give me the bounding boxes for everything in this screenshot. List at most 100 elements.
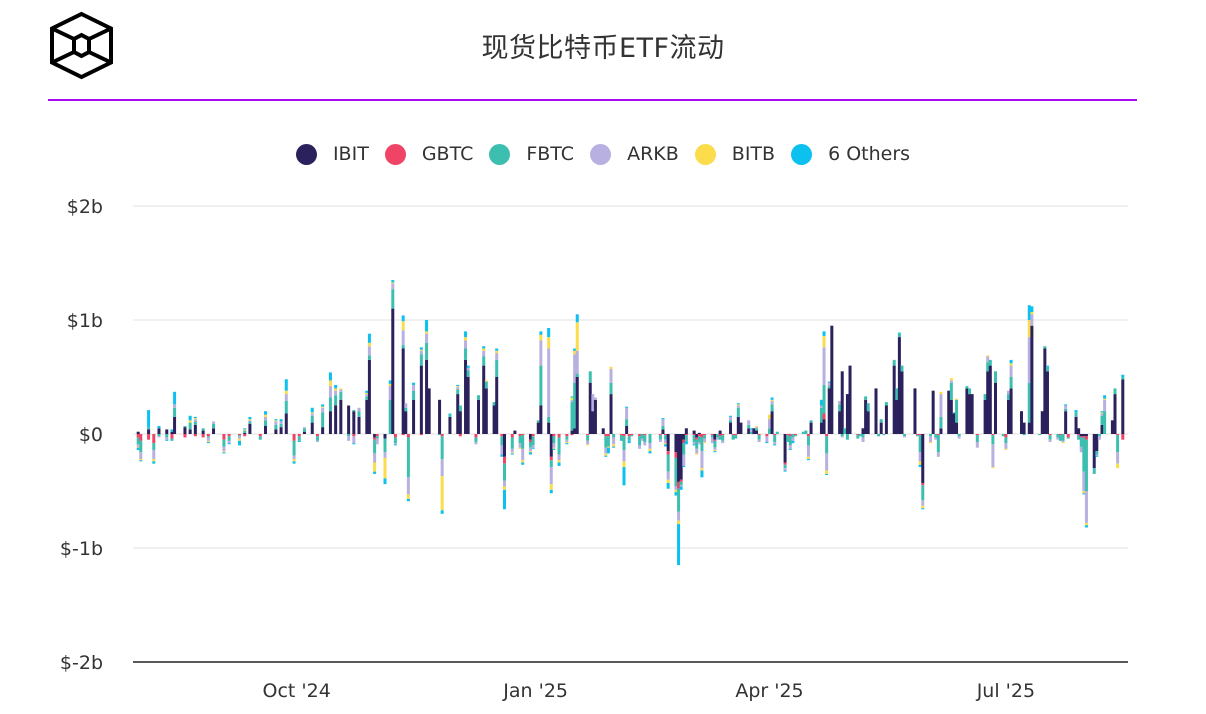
bar-segment-6-others-2024-10-11 — [321, 404, 325, 407]
bar-segment-gbtc-2024-09-11 — [243, 434, 247, 437]
bar-segment-6-others-2025-03-31 — [765, 441, 769, 444]
legend-item-6-others[interactable]: 6 Others — [791, 143, 910, 165]
bar-segment-gbtc-2025-02-18 — [658, 434, 662, 436]
bar-segment-gbtc-2025-06-26 — [991, 434, 995, 436]
bar-segment-6-others-2025-08-01 — [1084, 525, 1088, 528]
bar-segment-fbtc-2025-02-19 — [661, 426, 665, 430]
bar-segment-gbtc-2025-03-19 — [734, 434, 738, 436]
bar-segment-arkb-2025-02-25 — [677, 511, 681, 521]
bar-segment-6-others-2025-01-15 — [570, 396, 574, 398]
legend-item-arkb[interactable]: ARKB — [590, 143, 679, 165]
bar-segment-fbtc-2025-07-08 — [1022, 434, 1026, 436]
bar-segment-arkb-2025-04-09 — [788, 445, 792, 449]
bar-segment-fbtc-2024-12-16 — [492, 402, 496, 406]
bar-segment-fbtc-2025-06-23 — [983, 394, 987, 400]
bar-segment-arkb-2025-03-25 — [749, 429, 753, 432]
legend-label: FBTC — [526, 143, 575, 165]
bar-segment-bitb-2024-10-29 — [367, 342, 371, 347]
bar-segment-gbtc-2025-03-18 — [731, 434, 735, 436]
bar-segment-bitb-2024-08-02 — [139, 459, 143, 461]
bar-segment-gbtc-2025-01-28 — [604, 434, 608, 437]
bar-segment-fbtc-2025-07-30 — [1079, 437, 1083, 447]
bar-segment-gbtc-2025-01-29 — [606, 434, 610, 437]
bar-segment-fbtc-2025-07-25 — [1066, 437, 1070, 439]
bar-segment-ibit-2025-06-24 — [986, 371, 990, 434]
legend-item-gbtc[interactable]: GBTC — [384, 143, 473, 165]
bar-segment-ibit-2024-10-23 — [352, 411, 356, 434]
bar-segment-6-others-2024-11-04 — [383, 478, 387, 485]
bar-segment-fbtc-2025-06-17 — [968, 388, 972, 395]
bar-segment-gbtc-2025-05-05 — [856, 434, 860, 436]
bar-segment-gbtc-2025-01-21 — [586, 434, 590, 436]
bar-segment-fbtc-2025-04-22 — [822, 384, 826, 414]
bar-segment-gbtc-2025-02-10 — [638, 434, 642, 437]
bar-segment-fbtc-2025-02-27 — [682, 443, 686, 455]
bar-segment-6-others-2025-04-02 — [770, 397, 774, 400]
bar-segment-ibit-2025-08-07 — [1100, 424, 1104, 434]
bar-segment-6-others-2024-10-16 — [334, 384, 338, 389]
bar-segment-bitb-2024-10-28 — [365, 392, 369, 395]
legend-item-bitb[interactable]: BITB — [694, 143, 776, 165]
bar-segment-bitb-2024-10-07 — [310, 412, 314, 414]
bar-segment-bitb-2025-02-20 — [664, 443, 668, 445]
bar-segment-6-others-2024-09-11 — [243, 428, 247, 430]
bar-segment-fbtc-2024-11-08 — [393, 437, 397, 444]
bar-segment-6-others-2025-07-11 — [1030, 306, 1034, 313]
legend-label: BITB — [731, 143, 776, 165]
legend-swatch — [590, 143, 612, 165]
legend-item-fbtc[interactable]: FBTC — [489, 143, 574, 165]
y-tick-label: $1b — [67, 310, 103, 332]
bar-segment-fbtc-2025-04-17 — [809, 420, 813, 423]
bar-segment-6-others-2025-02-28 — [684, 440, 688, 445]
bar-segment-gbtc-2025-04-23 — [825, 434, 829, 437]
bar-segment-gbtc-2025-02-04 — [622, 434, 626, 437]
bar-segment-fbtc-2025-02-26 — [679, 481, 683, 486]
bar-segment-arkb-2025-06-04 — [934, 437, 938, 440]
bar-segment-gbtc-2025-03-11 — [713, 439, 717, 441]
bar-segment-6-others-2024-10-29 — [367, 333, 371, 343]
bar-segment-fbtc-2025-05-22 — [900, 365, 904, 372]
bar-segment-6-others-2025-04-03 — [773, 444, 777, 446]
bar-segment-ibit-2025-08-15 — [1121, 379, 1125, 434]
bar-segment-gbtc-2024-11-01 — [375, 434, 379, 437]
legend-swatch — [295, 143, 317, 165]
bar-segment-arkb-2024-10-04 — [302, 427, 306, 429]
bar-segment-ibit-2024-08-12 — [165, 429, 169, 434]
bar-segment-arkb-2024-09-25 — [279, 421, 283, 424]
bar-segment-6-others-2025-01-29 — [606, 447, 610, 454]
bar-segment-ibit-2025-01-17 — [575, 377, 579, 434]
bar-segment-gbtc-2025-07-01 — [1004, 434, 1008, 438]
bar-segment-arkb-2024-10-21 — [347, 436, 351, 441]
bar-segment-ibit-2025-03-04 — [695, 434, 699, 438]
bar-segment-fbtc-2024-08-21 — [188, 422, 192, 430]
bar-segment-ibit-2025-01-03 — [539, 405, 543, 434]
bar-segment-ibit-2025-05-12 — [874, 388, 878, 434]
bar-segment-arkb-2024-08-23 — [193, 419, 197, 422]
bar-segment-6-others-2024-09-05 — [227, 443, 231, 445]
bar-segment-arkb-2025-02-19 — [661, 419, 665, 427]
bar-segment-fbtc-2025-06-06 — [939, 416, 943, 429]
bar-segment-fbtc-2024-08-23 — [193, 421, 197, 425]
bar-segment-ibit-2025-02-25 — [677, 434, 681, 482]
bar-segment-ibit-2024-11-21 — [427, 388, 431, 434]
bar-segment-ibit-2025-06-18 — [970, 394, 974, 434]
legend-item-ibit[interactable]: IBIT — [295, 143, 369, 165]
bar-segment-bitb-2024-10-31 — [373, 462, 377, 472]
bar-segment-bitb-2024-12-17 — [495, 350, 499, 354]
bar-segment-ibit-2025-07-31 — [1082, 434, 1086, 437]
bar-segment-arkb-2025-07-24 — [1064, 405, 1068, 409]
bar-segment-fbtc-2025-06-11 — [952, 412, 956, 414]
bar-segment-arkb-2024-11-13 — [406, 477, 410, 495]
bar-segment-bitb-2024-11-26 — [440, 476, 444, 511]
bar-segment-ibit-2024-08-09 — [157, 428, 161, 434]
bar-segment-ibit-2025-02-27 — [682, 434, 686, 440]
bar-segment-6-others-2024-09-09 — [238, 440, 242, 446]
bar-segment-fbtc-2024-10-02 — [297, 436, 301, 441]
bar-segment-gbtc-2025-03-03 — [692, 434, 696, 436]
bar-segment-ibit-2024-09-25 — [279, 427, 283, 434]
bar-segment-6-others-2025-04-24 — [827, 381, 831, 383]
bar-segment-6-others-2025-07-24 — [1064, 404, 1068, 406]
bar-segment-arkb-2025-03-31 — [765, 436, 769, 442]
bar-segment-ibit-2024-08-26 — [201, 430, 205, 434]
bar-segment-arkb-2024-12-27 — [521, 448, 525, 461]
